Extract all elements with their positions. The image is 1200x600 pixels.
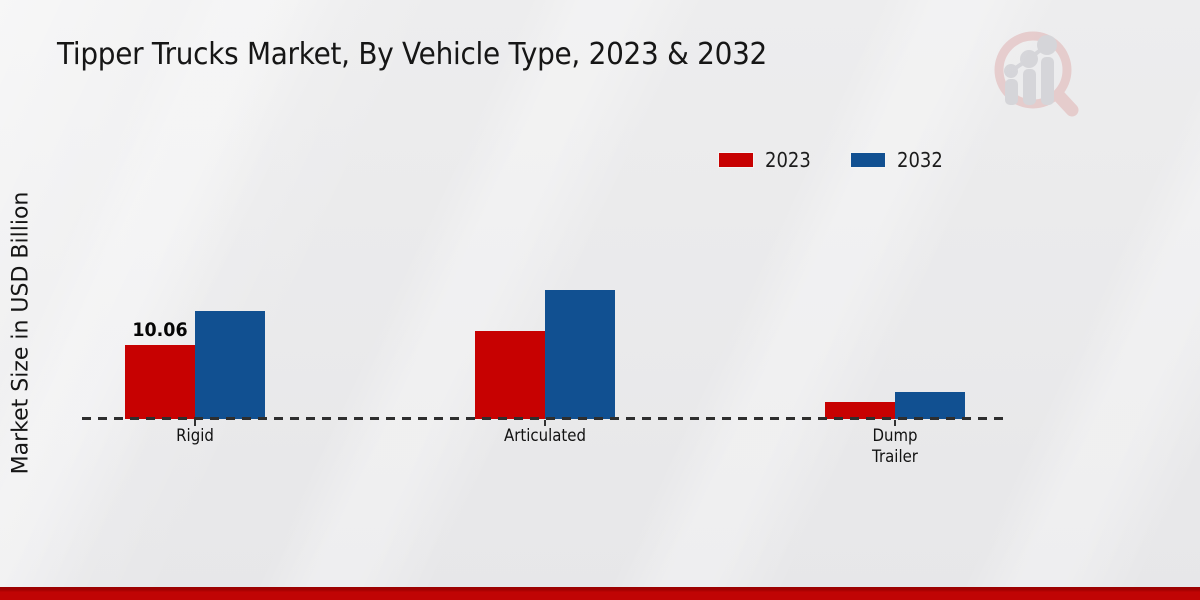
x-tick-dump-trailer [894,420,896,426]
legend-swatch-2032 [849,152,886,168]
bar-2023-rigid [125,345,195,419]
value-label: 10.06 [132,319,188,341]
bar-2032-articulated [545,290,615,419]
bar-icon-1 [1005,79,1018,105]
bar-2032-rigid [195,311,265,419]
legend-item-2023: 2023 [718,148,816,172]
bar-2032-dump-trailer [895,392,965,419]
bar-2023-dump-trailer [825,402,895,419]
legend-label-2032: 2032 [896,148,943,172]
x-tick-rigid [194,420,196,426]
y-axis-label: Market Size in USD Billion [8,191,34,475]
magnifier-handle-icon [1052,89,1079,117]
legend-item-2032: 2032 [849,148,948,172]
chart-title: Tipper Trucks Market, By Vehicle Type, 2… [57,37,768,72]
dot-icon-1 [1004,64,1018,78]
legend-label-2023: 2023 [765,148,811,172]
bar-icon-2 [1023,69,1036,105]
x-axis-dashed-baseline [82,417,1007,420]
legend-swatch-2023 [718,152,754,168]
magnifier-bar-chart-watermark-logo [994,31,1079,117]
x-tick-articulated [544,420,546,426]
footer-red-strip [0,587,1200,600]
bar-icon-3 [1041,57,1054,105]
x-tick-label-articulated: Articulated [503,426,587,446]
bar-2023-articulated [475,331,545,419]
legend: 2023 2032 [718,148,948,172]
dot-icon-3 [1037,35,1057,55]
dot-icon-2 [1020,50,1038,68]
x-tick-label-dump-trailer: Dump Trailer [872,426,918,468]
x-tick-label-rigid: Rigid [176,426,214,446]
